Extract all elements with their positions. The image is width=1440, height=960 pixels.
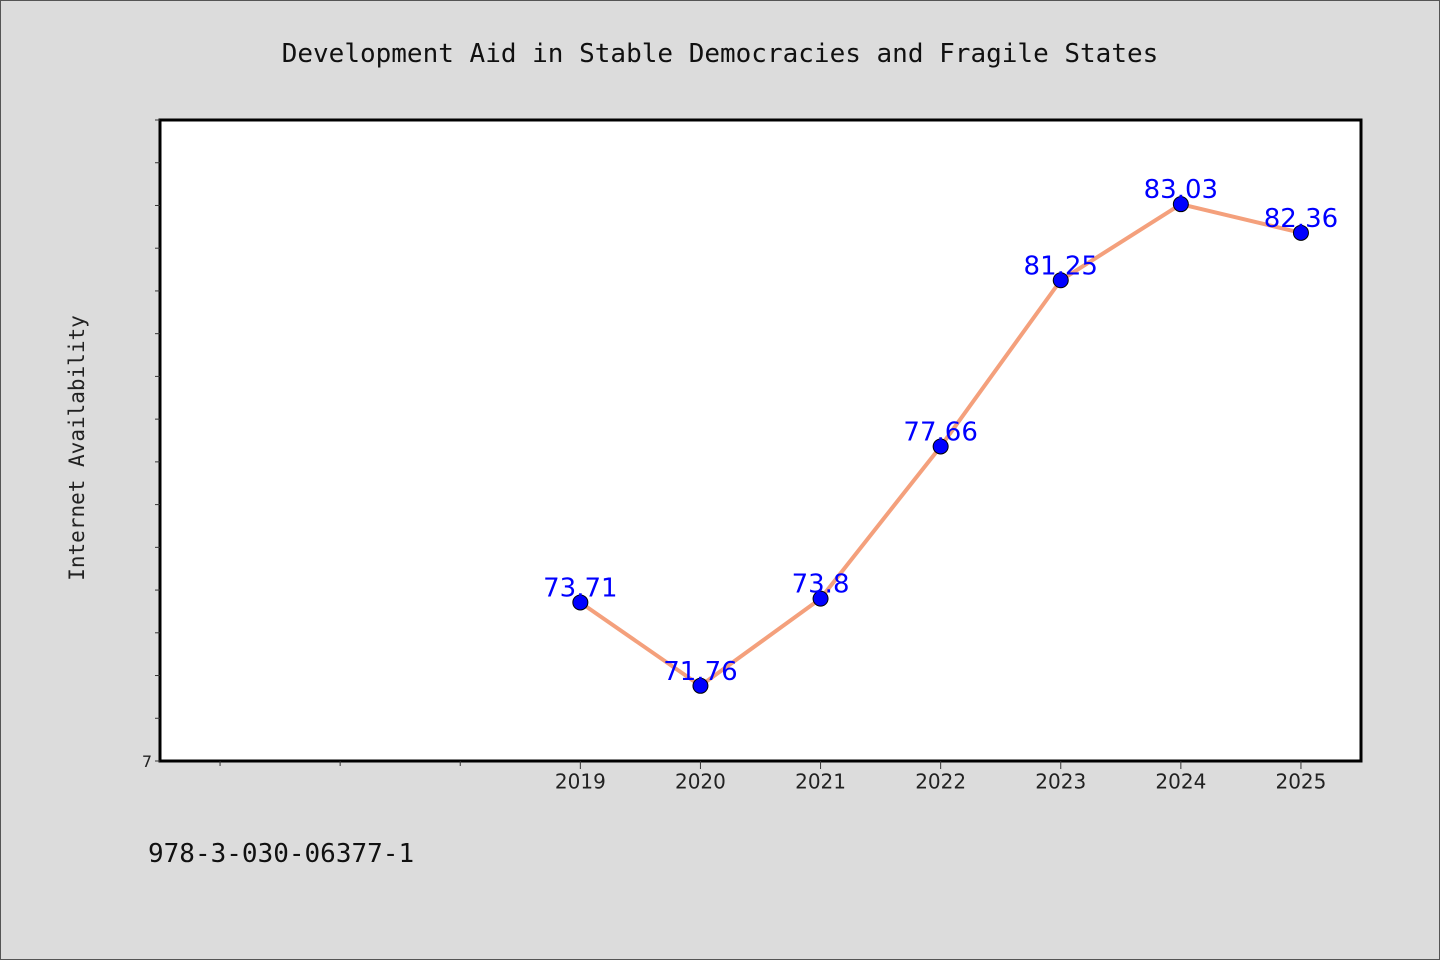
x-tick-label: 2025	[1275, 770, 1326, 794]
y-axis-label: Internet Availability	[65, 315, 89, 581]
data-point-marker	[572, 594, 589, 611]
x-tick-label: 2023	[1035, 770, 1086, 794]
data-point-marker	[692, 677, 709, 694]
data-label: 71.76	[663, 657, 737, 687]
x-tick-label: 2019	[555, 770, 606, 794]
plot-area	[158, 118, 1363, 763]
data-point-marker	[1292, 224, 1309, 241]
x-tick-label: 2022	[915, 770, 966, 794]
x-tick-label: 2021	[795, 770, 846, 794]
data-label: 81.25	[1024, 251, 1098, 281]
data-label: 73.71	[543, 573, 617, 603]
data-point-marker	[1172, 196, 1189, 213]
data-point-marker	[812, 590, 829, 607]
data-point-marker	[932, 438, 949, 455]
chart-title: Development Aid in Stable Democracies an…	[282, 39, 1159, 69]
x-tick-label: 2024	[1155, 770, 1206, 794]
data-label: 82.36	[1264, 204, 1338, 234]
data-label: 83.03	[1144, 175, 1218, 205]
isbn-text: 978-3-030-06377-1	[148, 839, 414, 869]
x-tick-label: 2020	[675, 770, 726, 794]
data-point-marker	[1052, 272, 1069, 289]
y-tick-label: 7	[142, 752, 152, 771]
data-label: 73.8	[792, 570, 850, 600]
data-label: 77.66	[903, 417, 977, 447]
